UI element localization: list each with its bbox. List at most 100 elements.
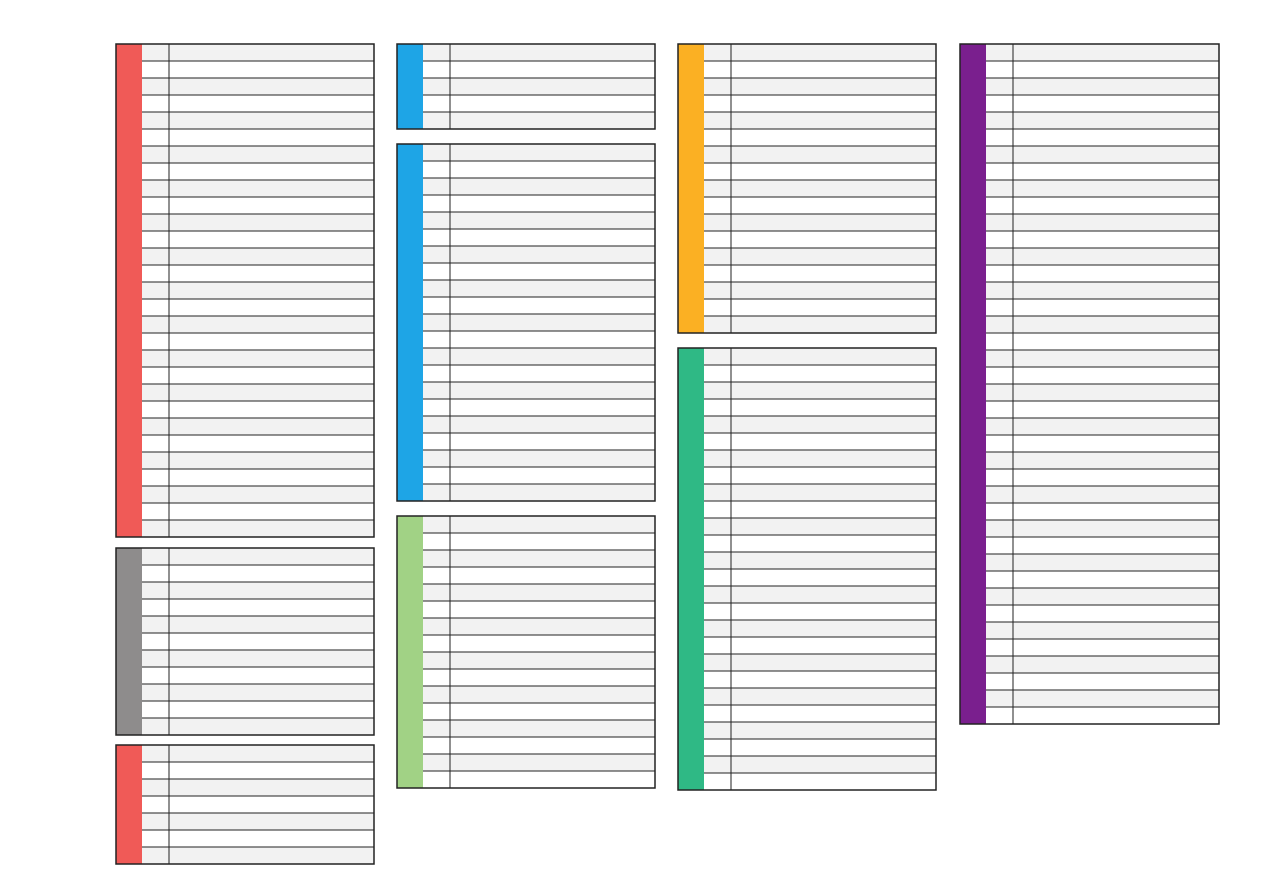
table-row — [142, 435, 374, 452]
table-row — [423, 686, 655, 703]
table-row — [423, 635, 655, 652]
table-row — [704, 671, 936, 688]
table-row — [704, 365, 936, 382]
table-row — [986, 673, 1219, 690]
table-row — [142, 231, 374, 248]
table-row — [142, 520, 374, 537]
table-row — [704, 501, 936, 518]
table-row — [704, 603, 936, 620]
table-row — [704, 44, 936, 61]
table-row — [142, 401, 374, 418]
table-row — [986, 78, 1219, 95]
color-bar — [116, 745, 142, 864]
table-row — [986, 231, 1219, 248]
table-row — [986, 418, 1219, 435]
table-row — [142, 95, 374, 112]
table-row — [986, 435, 1219, 452]
table-row — [142, 418, 374, 435]
table-row — [142, 650, 374, 667]
table-border — [396, 43, 656, 130]
table-group — [115, 744, 375, 865]
table-row — [986, 622, 1219, 639]
table-row — [142, 633, 374, 650]
table-row — [704, 399, 936, 416]
table-group — [959, 43, 1220, 725]
table-row — [423, 263, 655, 280]
table-row — [423, 567, 655, 584]
table-row — [423, 516, 655, 533]
table-row — [142, 78, 374, 95]
table-row — [142, 684, 374, 701]
table-row — [423, 484, 655, 501]
table-row — [423, 771, 655, 788]
table-row — [986, 350, 1219, 367]
table-row — [986, 605, 1219, 622]
table-row — [423, 669, 655, 686]
table-row — [704, 231, 936, 248]
table-row — [986, 452, 1219, 469]
table-row — [704, 705, 936, 722]
table-row — [986, 554, 1219, 571]
table-row — [704, 348, 936, 365]
table-row — [986, 129, 1219, 146]
table-row — [986, 265, 1219, 282]
table-row — [142, 486, 374, 503]
color-bar — [678, 348, 704, 790]
table-row — [142, 548, 374, 565]
table-row — [986, 384, 1219, 401]
table-row — [142, 333, 374, 350]
table-row — [142, 214, 374, 231]
table-row — [423, 365, 655, 382]
table-row — [986, 639, 1219, 656]
table-row — [142, 129, 374, 146]
table-row — [986, 367, 1219, 384]
table-row — [142, 197, 374, 214]
table-row — [142, 316, 374, 333]
table-row — [704, 95, 936, 112]
table-row — [986, 333, 1219, 350]
table-row — [423, 754, 655, 771]
table-row — [986, 571, 1219, 588]
table-row — [142, 503, 374, 520]
table-row — [142, 599, 374, 616]
table-row — [142, 384, 374, 401]
color-bar — [678, 44, 704, 333]
table-row — [142, 813, 374, 830]
table-row — [142, 701, 374, 718]
table-row — [704, 180, 936, 197]
color-bar — [116, 44, 142, 537]
table-row — [704, 129, 936, 146]
table-row — [986, 588, 1219, 605]
table-row — [142, 163, 374, 180]
table-row — [142, 282, 374, 299]
table-row — [423, 550, 655, 567]
table-row — [986, 282, 1219, 299]
table-row — [423, 584, 655, 601]
table-row — [423, 61, 655, 78]
table-row — [423, 703, 655, 720]
table-row — [704, 197, 936, 214]
table-row — [986, 248, 1219, 265]
color-bar — [397, 44, 423, 129]
table-border — [677, 43, 937, 334]
table-row — [704, 535, 936, 552]
table-row — [142, 718, 374, 735]
table-row — [423, 601, 655, 618]
table-row — [986, 61, 1219, 78]
table-row — [423, 314, 655, 331]
table-group — [115, 547, 375, 736]
table-row — [423, 348, 655, 365]
table-row — [704, 61, 936, 78]
table-row — [986, 112, 1219, 129]
table-row — [423, 399, 655, 416]
table-row — [986, 316, 1219, 333]
table-row — [142, 248, 374, 265]
table-row — [423, 95, 655, 112]
table-row — [704, 382, 936, 399]
table-row — [704, 688, 936, 705]
table-row — [142, 452, 374, 469]
table-row — [986, 299, 1219, 316]
table-row — [704, 586, 936, 603]
table-row — [986, 163, 1219, 180]
table-border — [115, 547, 375, 736]
